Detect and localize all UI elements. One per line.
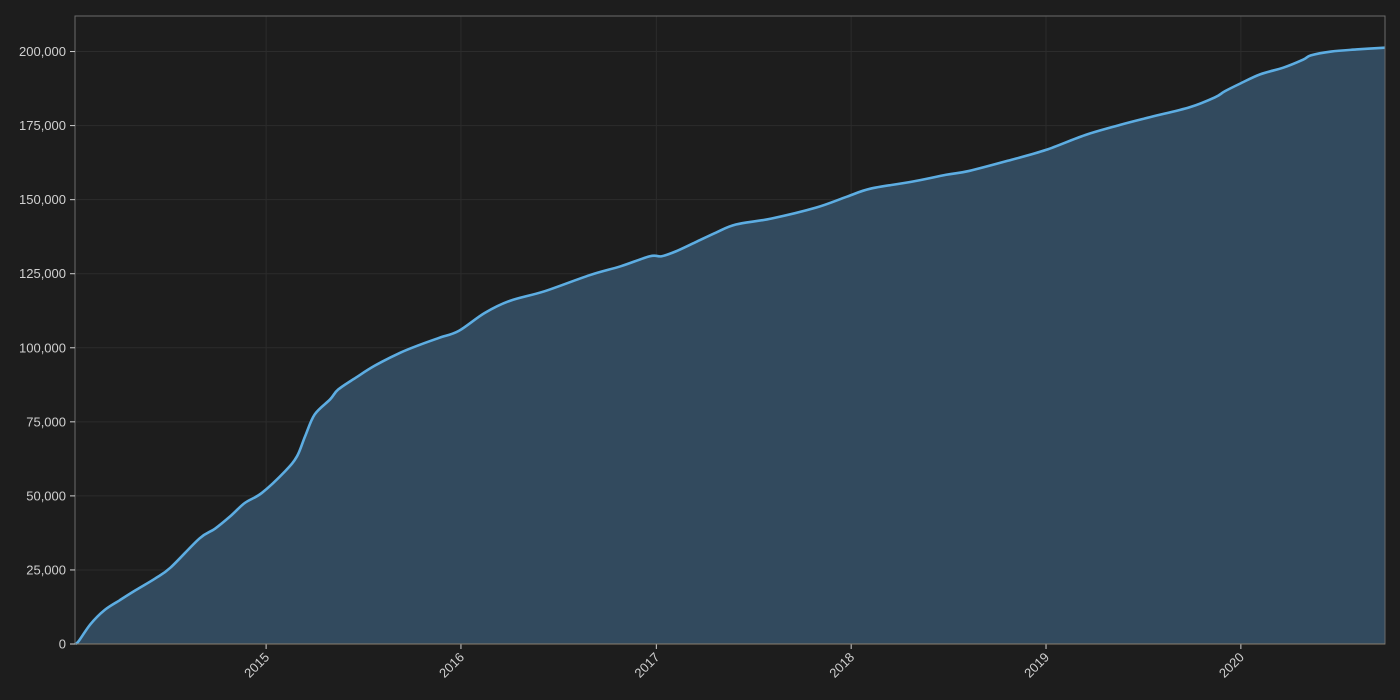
y-axis: 0 25,000 50,000 75,000 100,000 125,000 150,000…: [19, 44, 75, 652]
y-tick-label: 150,000: [19, 192, 66, 207]
y-tick-label: 100,000: [19, 340, 66, 355]
y-tick-label: 25,000: [26, 562, 66, 577]
series-line: [74, 46, 1386, 646]
y-tick-label: 0: [59, 637, 66, 652]
y-tick-label: 75,000: [26, 414, 66, 429]
area-fill: [75, 47, 1385, 644]
y-tick-label: 125,000: [19, 266, 66, 281]
y-tick-label: 175,000: [19, 118, 66, 133]
y-tick-label: 50,000: [26, 488, 66, 503]
y-tick-label: 200,000: [19, 44, 66, 59]
